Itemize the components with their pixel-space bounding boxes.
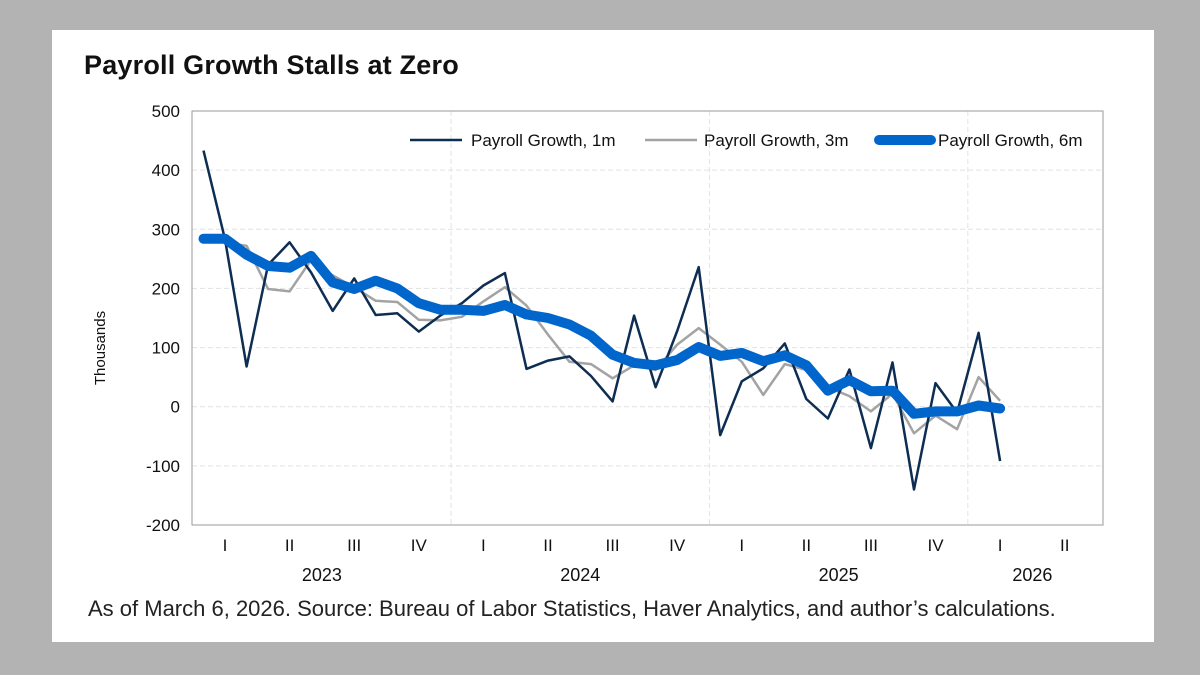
legend: Payroll Growth, 1m Payroll Growth, 3m Pa… [410,131,1083,150]
source-note: As of March 6, 2026. Source: Bureau of L… [88,596,1056,621]
series-group [198,150,1006,491]
x-tick-label: III [864,536,878,555]
y-tick-label: 100 [152,339,180,358]
x-tick-label: III [605,536,619,555]
legend-label-6m: Payroll Growth, 6m [938,131,1083,150]
x-tick-label: IV [927,536,944,555]
x-tick-label: III [347,536,361,555]
y-tick-label: 0 [171,398,180,417]
chart-card: Payroll Growth Stalls at Zero 500 400 300 2… [52,30,1154,642]
x-tick-label: II [543,536,552,555]
x-tick-label: II [285,536,294,555]
year-label: 2023 [302,565,342,585]
legend-label-1m: Payroll Growth, 1m [471,131,616,150]
y-tick-label: 400 [152,161,180,180]
x-tick-label: I [739,536,744,555]
y-tick-label: 300 [152,220,180,239]
x-tick-label: I [481,536,486,555]
plot-area-border [191,110,1104,526]
chart-title: Payroll Growth Stalls at Zero [84,50,459,80]
grid [192,110,1103,526]
year-label: 2024 [560,565,600,585]
x-tick-label: I [998,536,1003,555]
year-label: 2026 [1012,565,1052,585]
y-axis-label: Thousands [92,311,109,385]
x-tick-label: II [1060,536,1069,555]
y-tick-label: 200 [152,279,180,298]
x-tick-label: IV [669,536,686,555]
x-tick-label: II [802,536,811,555]
series-line-1m [202,150,1002,491]
series-line-6m [198,233,1006,419]
series-line-3m [203,239,1002,435]
year-label: 2025 [819,565,859,585]
y-tick-label: -200 [146,516,180,535]
y-axis: 500 400 300 200 100 0 -100 -200 [146,102,180,535]
y-tick-label: -100 [146,457,180,476]
y-tick-label: 500 [152,102,180,121]
x-tick-label: I [223,536,228,555]
legend-label-3m: Payroll Growth, 3m [704,131,849,150]
x-tick-label: IV [411,536,428,555]
